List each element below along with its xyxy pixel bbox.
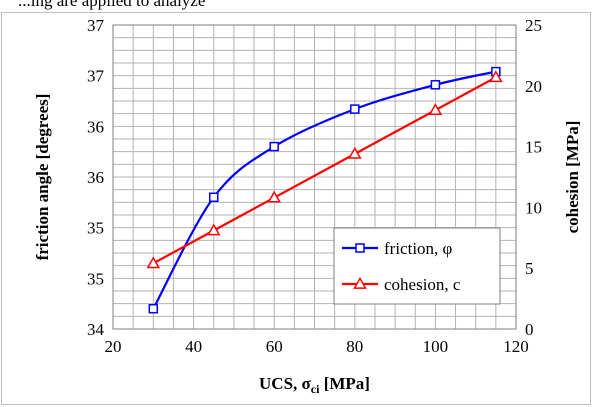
x-axis-title-subscript: ci	[311, 382, 320, 396]
y-right-tick-label: 5	[525, 259, 534, 278]
y-left-tick-label: 35	[87, 269, 104, 288]
legend-box	[333, 227, 501, 305]
legend-item: friction, φ	[342, 239, 453, 258]
data-point-marker	[269, 141, 279, 152]
x-axis-title: UCS, σci [MPa]	[259, 374, 370, 396]
x-tick-label: 80	[346, 337, 363, 356]
y-left-tick-label: 36	[87, 117, 104, 136]
data-point-marker	[146, 256, 161, 269]
legend-swatch-marker	[353, 276, 367, 289]
series-layer	[146, 66, 503, 314]
chart-frame	[1, 12, 591, 405]
y-right-tick-label: 10	[525, 198, 542, 217]
x-tick-label: 20	[105, 337, 122, 356]
y-left-tick-label: 37	[87, 16, 105, 35]
data-point-marker	[350, 104, 360, 114]
legend-label: friction, φ	[384, 239, 453, 258]
x-axis-title-main: UCS, σ	[259, 374, 312, 393]
x-axis-title-unit: [MPa]	[319, 374, 370, 393]
y-right-tick-label: 20	[525, 77, 542, 96]
legend-item: cohesion, c	[342, 275, 461, 294]
y-right-tick-label: 15	[525, 138, 542, 157]
data-point-marker	[206, 223, 221, 236]
legend: friction, φ cohesion, c	[333, 227, 501, 305]
x-tick-label: 100	[423, 337, 449, 356]
data-point-marker	[209, 192, 219, 203]
series-cohesion	[146, 70, 503, 269]
plot-area-border	[112, 24, 517, 330]
data-point-marker	[148, 303, 159, 314]
caption-fragment-text: ...ing are applied to analyze	[18, 0, 206, 10]
y-axis-right-title: cohesion [MPa]	[563, 121, 582, 234]
y-axis-left-title: friction angle [degrees]	[33, 94, 52, 261]
y-right-tick-label: 25	[525, 16, 542, 35]
data-point-marker	[348, 146, 362, 159]
x-tick-label: 40	[185, 337, 202, 356]
data-point-marker	[489, 70, 503, 83]
x-tick-label: 120	[503, 337, 529, 356]
data-point-marker	[430, 80, 441, 90]
legend-label: cohesion, c	[384, 275, 461, 294]
caption-fragment: ...ing are applied to analyze	[0, 0, 593, 12]
x-tick-label: 60	[266, 337, 283, 356]
data-point-marker	[267, 190, 281, 203]
y-left-tick-label: 34	[87, 320, 105, 339]
y-left-tick-label: 35	[87, 219, 104, 238]
y-left-tick-label: 36	[87, 168, 104, 187]
series-line	[152, 76, 497, 265]
data-point-marker	[428, 103, 443, 115]
y-right-tick-label: 0	[525, 320, 534, 339]
legend-swatch-marker	[355, 243, 365, 253]
tick-label-layer: 20 40 60 80 100 120 34 35 35 36 36 37 37 0 5 10 15 20 25	[87, 16, 542, 356]
y-left-tick-label: 37	[87, 67, 105, 86]
